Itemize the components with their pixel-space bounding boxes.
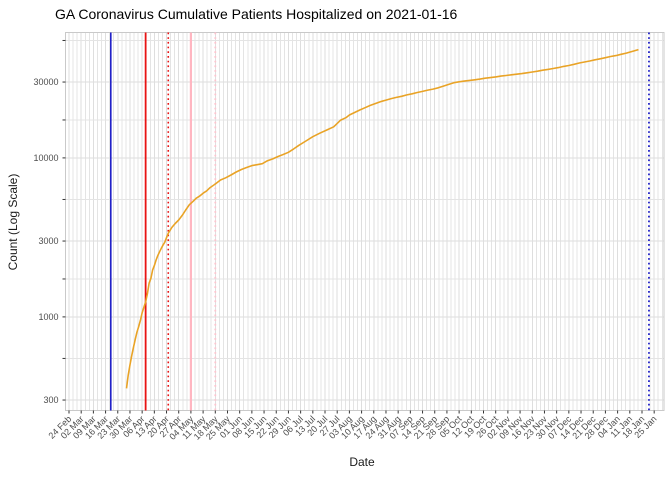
panel-border (65, 32, 665, 411)
y-tick-label: 3000 (38, 236, 58, 246)
y-tick-label: 30000 (33, 77, 58, 87)
y-tick-label: 300 (43, 395, 58, 405)
annotation-vlines (109, 32, 650, 411)
x-axis-title-text: Date (349, 455, 375, 469)
gridlines (65, 32, 665, 411)
x-axis-title: Date (0, 455, 672, 469)
y-axis-title: Count (Log Scale) (6, 173, 20, 271)
data-series (125, 48, 639, 389)
y-tick-label: 10000 (33, 153, 58, 163)
y-tick-label: 1000 (38, 312, 58, 322)
series-line-cumulative-patients-hospitalized (125, 48, 639, 389)
chart-title: GA Coronavirus Cumulative Patients Hospi… (55, 6, 458, 22)
